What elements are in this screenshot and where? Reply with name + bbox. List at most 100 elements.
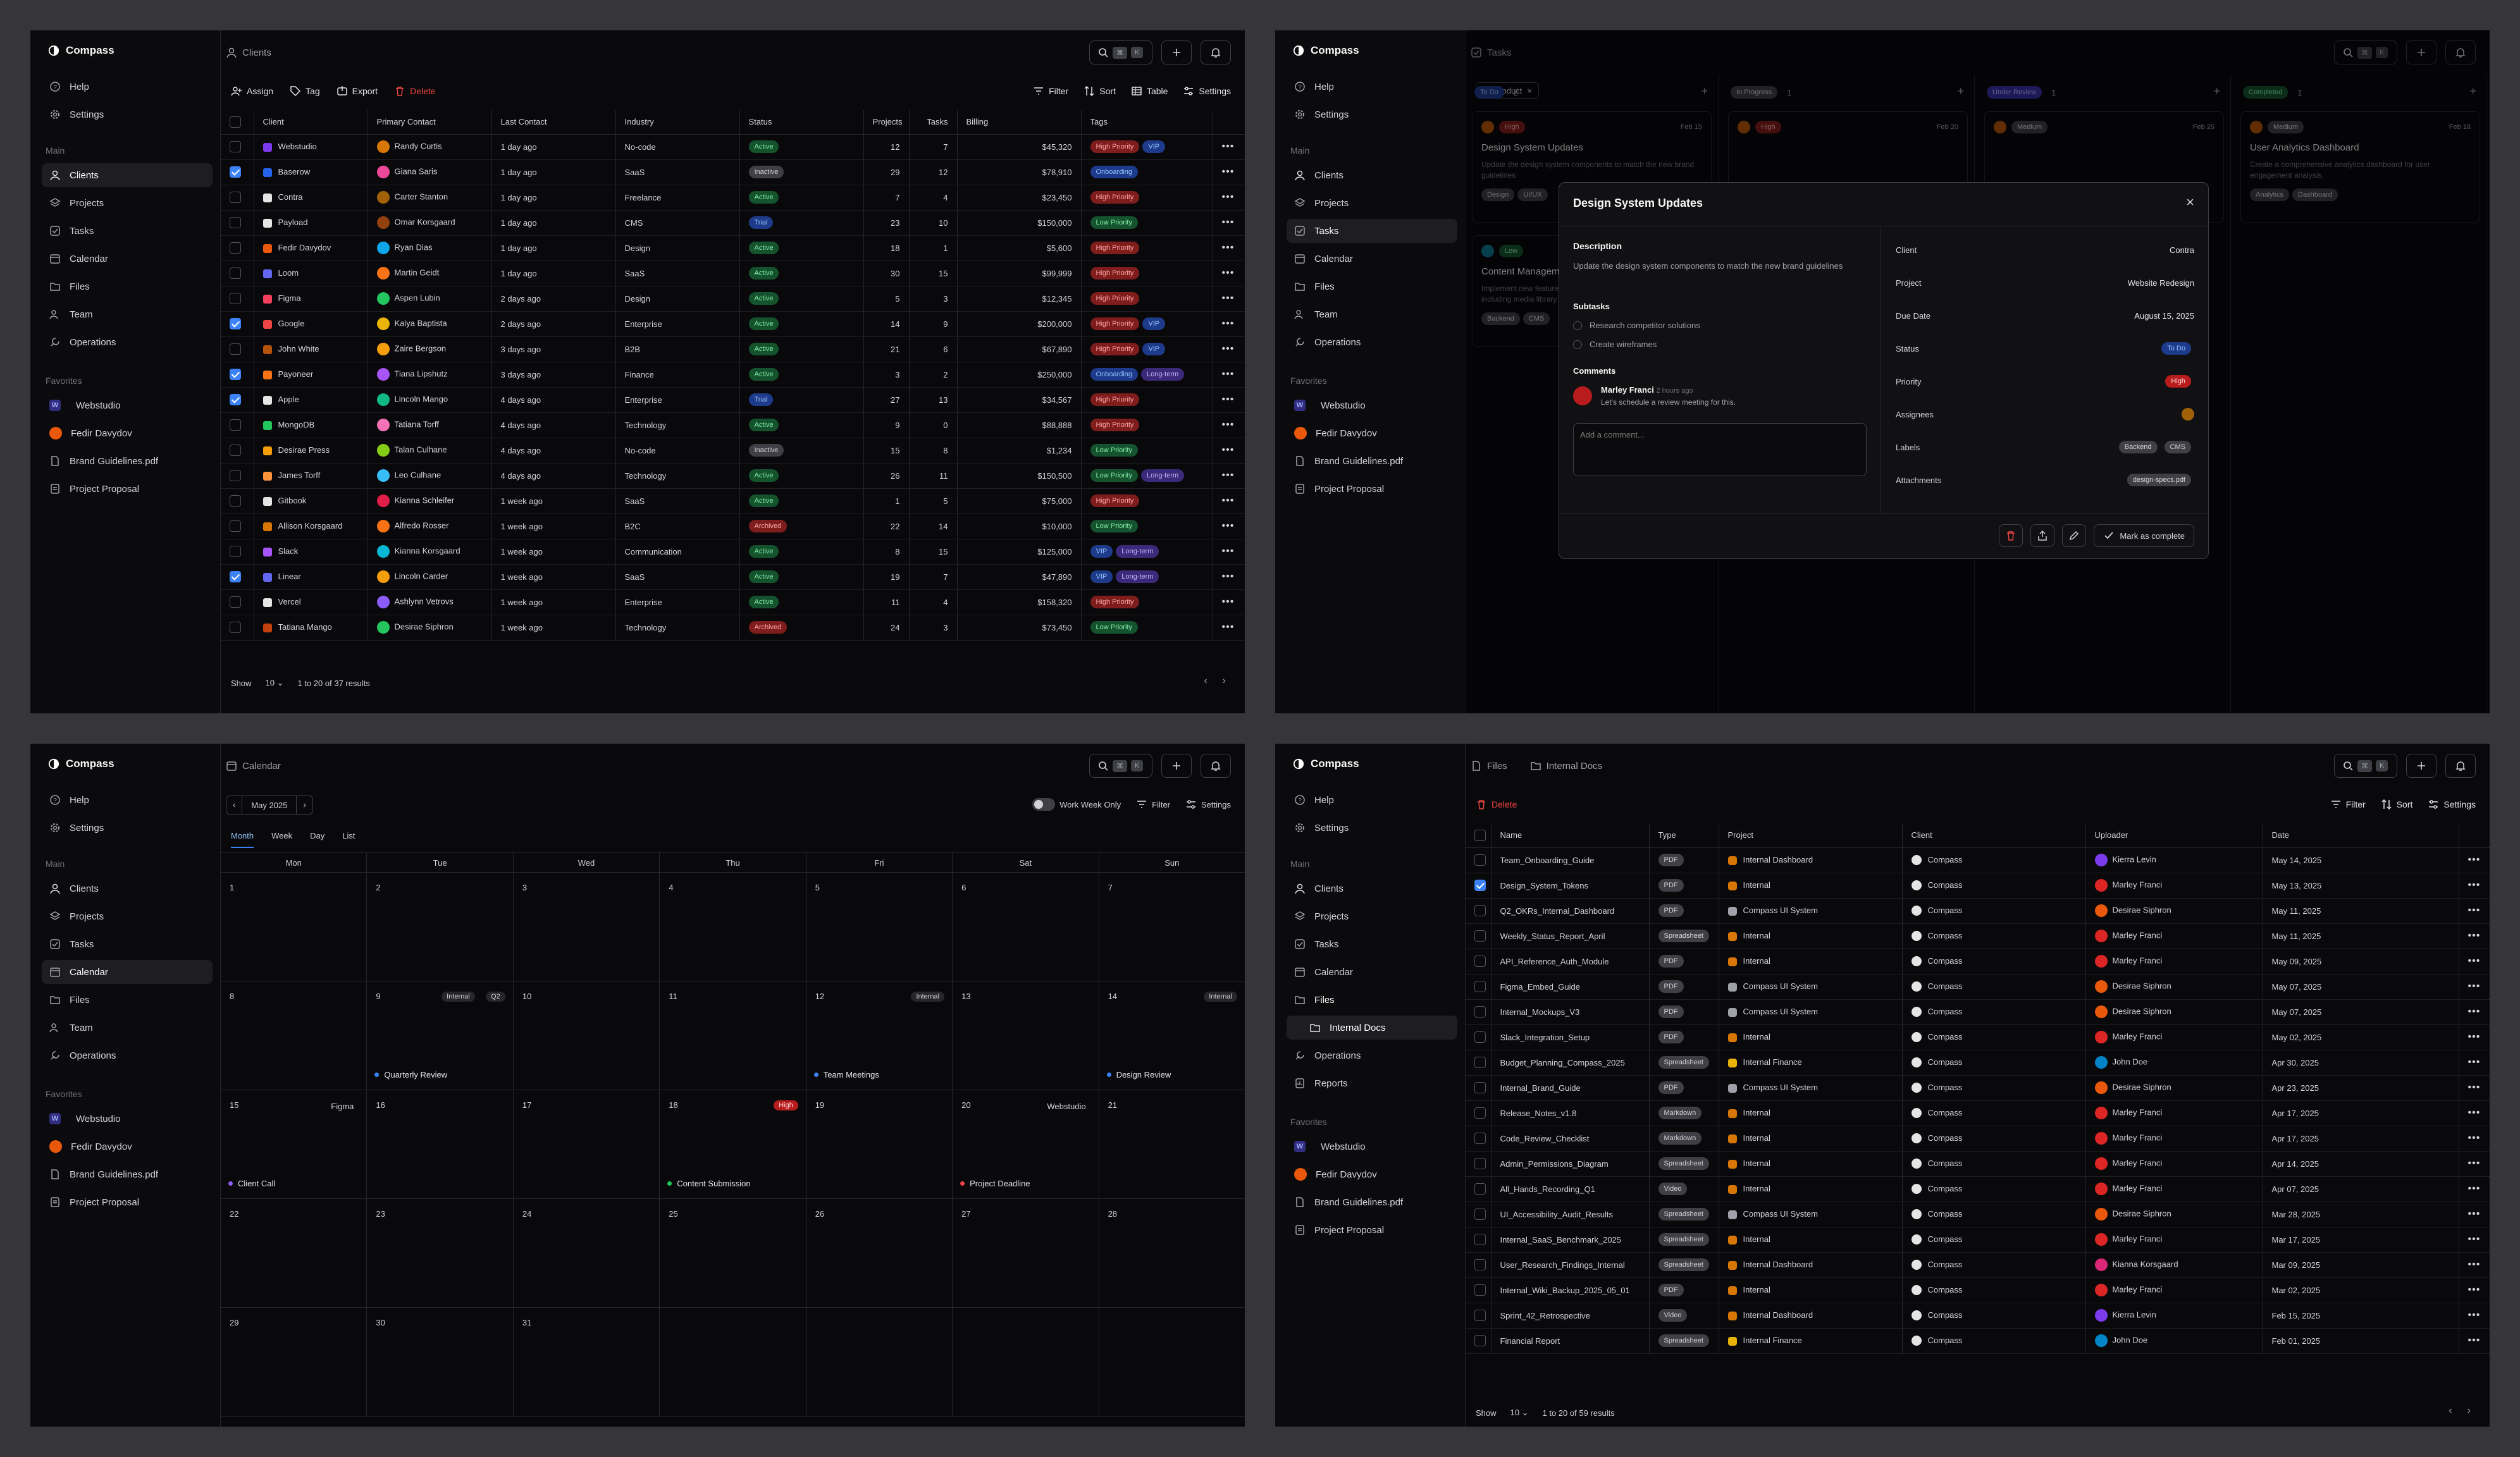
table-row[interactable]: John White Zaire Bergson 3 days ago B2B Acti… bbox=[221, 336, 1245, 362]
table-row[interactable]: UI_Accessibility_Audit_Results Spreadshee… bbox=[1466, 1202, 2490, 1227]
sidebar-item-clients[interactable]: Clients bbox=[42, 876, 213, 901]
notifications-button[interactable] bbox=[2445, 40, 2476, 65]
sidebar-item-operations[interactable]: Operations bbox=[42, 330, 213, 354]
sidebar-item-tasks[interactable]: Tasks bbox=[42, 219, 213, 243]
file-name[interactable]: Internal_Wiki_Backup_2025_05_01 bbox=[1491, 1277, 1650, 1303]
column-header[interactable]: Type bbox=[1649, 823, 1719, 848]
more-icon[interactable]: ••• bbox=[1221, 242, 1235, 253]
row-checkbox[interactable] bbox=[230, 596, 241, 608]
file-name[interactable]: Q2_OKRs_Internal_Dashboard bbox=[1491, 898, 1650, 924]
favorite-brand-guidelines[interactable]: Brand Guidelines.pdf bbox=[42, 449, 213, 473]
comment-input[interactable] bbox=[1573, 423, 1867, 476]
calendar-day[interactable]: 22 bbox=[221, 1199, 368, 1308]
row-checkbox[interactable] bbox=[230, 369, 241, 380]
more-icon[interactable]: ••• bbox=[2468, 981, 2481, 992]
more-icon[interactable]: ••• bbox=[2468, 930, 2481, 941]
calendar-day[interactable]: 1 bbox=[221, 873, 368, 981]
settings-button[interactable]: Settings bbox=[1183, 85, 1231, 97]
sidebar-item-files[interactable]: Files bbox=[42, 988, 213, 1012]
field-value[interactable]: To Do bbox=[2161, 342, 2194, 355]
sidebar-item-team[interactable]: Team bbox=[1287, 302, 1457, 326]
favorite-brand-guidelines[interactable]: Brand Guidelines.pdf bbox=[1287, 1190, 1457, 1214]
column-header[interactable]: Client bbox=[254, 110, 368, 135]
column-header[interactable]: Client bbox=[1902, 823, 2086, 848]
favorite-brand-guidelines[interactable]: Brand Guidelines.pdf bbox=[42, 1162, 213, 1186]
more-icon[interactable]: ••• bbox=[2468, 1183, 2481, 1194]
sidebar-item-clients[interactable]: Clients bbox=[1287, 163, 1457, 187]
more-icon[interactable]: ••• bbox=[1221, 571, 1235, 582]
calendar-day[interactable]: 18 High Content Submission bbox=[660, 1090, 806, 1199]
client-cell[interactable]: Slack bbox=[254, 539, 368, 565]
sidebar-item-help[interactable]: ? Help bbox=[1287, 788, 1457, 812]
next-month-button[interactable]: › bbox=[296, 796, 312, 815]
tag-button[interactable]: Tag bbox=[290, 85, 320, 97]
file-name[interactable]: API_Reference_Auth_Module bbox=[1491, 949, 1650, 974]
client-cell[interactable]: Google bbox=[254, 311, 368, 337]
client-cell[interactable]: Webstudio bbox=[254, 134, 368, 160]
file-name[interactable]: Figma_Embed_Guide bbox=[1491, 974, 1650, 1000]
file-name[interactable]: Weekly_Status_Report_April bbox=[1491, 923, 1650, 949]
sidebar-item-team[interactable]: Team bbox=[42, 1016, 213, 1040]
subtask-item[interactable]: Research competitor solutions bbox=[1573, 321, 1700, 330]
calendar-day[interactable]: 26 bbox=[806, 1199, 953, 1308]
table-row[interactable]: Allison Korsgaard Alfredo Rosser 1 week ag… bbox=[221, 513, 1245, 539]
client-cell[interactable]: Fedir Davydov bbox=[254, 235, 368, 261]
more-icon[interactable]: ••• bbox=[1221, 596, 1235, 607]
file-name[interactable]: Team_Onboarding_Guide bbox=[1491, 847, 1650, 873]
row-checkbox[interactable] bbox=[230, 141, 241, 152]
more-icon[interactable]: ••• bbox=[2468, 905, 2481, 916]
per-page-select[interactable]: 10 ⌄ bbox=[265, 678, 284, 687]
favorite-webstudio[interactable]: W Webstudio bbox=[1287, 1134, 1457, 1159]
table-row[interactable]: Vercel Ashlynn Vetrovs 1 week ago Enterpris… bbox=[221, 589, 1245, 615]
more-icon[interactable]: ••• bbox=[1221, 192, 1235, 202]
more-icon[interactable]: ••• bbox=[1221, 293, 1235, 304]
row-checkbox[interactable] bbox=[1474, 956, 1486, 967]
calendar-day[interactable]: 23 bbox=[367, 1199, 514, 1308]
view-tab[interactable]: List bbox=[342, 831, 355, 840]
row-checkbox[interactable] bbox=[1474, 1031, 1486, 1043]
table-row[interactable]: Internal_Wiki_Backup_2025_05_01 PDF Intern… bbox=[1466, 1277, 2490, 1303]
row-checkbox[interactable] bbox=[1474, 1057, 1486, 1068]
file-name[interactable]: All_Hands_Recording_Q1 bbox=[1491, 1176, 1650, 1202]
more-icon[interactable]: ••• bbox=[2468, 1158, 2481, 1169]
sidebar-item-calendar[interactable]: Calendar bbox=[1287, 960, 1457, 984]
breadcrumb-files[interactable]: Files bbox=[1487, 760, 1507, 772]
calendar-day[interactable]: 5 bbox=[806, 873, 953, 981]
prev-page-icon[interactable]: ‹ bbox=[1204, 675, 1208, 686]
search-button[interactable]: ⌘ K bbox=[1089, 40, 1152, 65]
favorite-project-proposal[interactable]: Project Proposal bbox=[1287, 477, 1457, 501]
search-button[interactable]: ⌘ K bbox=[2334, 40, 2397, 65]
calendar-event[interactable]: Quarterly Review bbox=[374, 1070, 447, 1079]
table-row[interactable]: Weekly_Status_Report_April Spreadsheet Int… bbox=[1466, 923, 2490, 949]
sidebar-item-calendar[interactable]: Calendar bbox=[42, 960, 213, 984]
table-row[interactable]: Code_Review_Checklist Markdown Internal Com… bbox=[1466, 1126, 2490, 1152]
app-logo[interactable]: Compass bbox=[48, 758, 114, 770]
column-header[interactable]: Projects bbox=[863, 110, 910, 135]
more-icon[interactable]: ••• bbox=[1221, 445, 1235, 455]
calendar-day[interactable]: 7 bbox=[1099, 873, 1245, 981]
table-row[interactable]: Internal_SaaS_Benchmark_2025 Spreadsheet I… bbox=[1466, 1227, 2490, 1253]
select-all-checkbox[interactable] bbox=[1474, 829, 1486, 841]
column-header[interactable]: Tasks bbox=[909, 110, 958, 135]
table-row[interactable]: Tatiana Mango Desirae Siphron 1 week ago Te… bbox=[221, 615, 1245, 641]
row-checkbox[interactable] bbox=[1474, 930, 1486, 942]
more-icon[interactable]: ••• bbox=[1221, 546, 1235, 556]
table-row[interactable]: Payoneer Tiana Lipshutz 3 days ago Finance A… bbox=[221, 362, 1245, 388]
calendar-day[interactable]: 28 bbox=[1099, 1199, 1245, 1308]
calendar-day[interactable]: 25 bbox=[660, 1199, 806, 1308]
row-checkbox[interactable] bbox=[230, 394, 241, 405]
calendar-day[interactable]: 20 Webstudio Project Deadline bbox=[953, 1090, 1099, 1199]
row-checkbox[interactable] bbox=[1474, 1335, 1486, 1346]
client-cell[interactable]: Vercel bbox=[254, 589, 368, 615]
sidebar-item-settings[interactable]: Settings bbox=[1287, 816, 1457, 840]
file-name[interactable]: Slack_Integration_Setup bbox=[1491, 1024, 1650, 1050]
client-cell[interactable]: Apple bbox=[254, 387, 368, 413]
client-cell[interactable]: Figma bbox=[254, 286, 368, 312]
work-week-toggle[interactable]: Work Week Only bbox=[1032, 798, 1121, 811]
client-cell[interactable]: John White bbox=[254, 336, 368, 362]
more-icon[interactable]: ••• bbox=[2468, 1310, 2481, 1320]
sidebar-item-files[interactable]: Files bbox=[1287, 274, 1457, 298]
calendar-day[interactable]: 15 Figma Client Call bbox=[221, 1090, 368, 1199]
row-checkbox[interactable] bbox=[1474, 1234, 1486, 1245]
sidebar-item-settings[interactable]: Settings bbox=[1287, 102, 1457, 126]
